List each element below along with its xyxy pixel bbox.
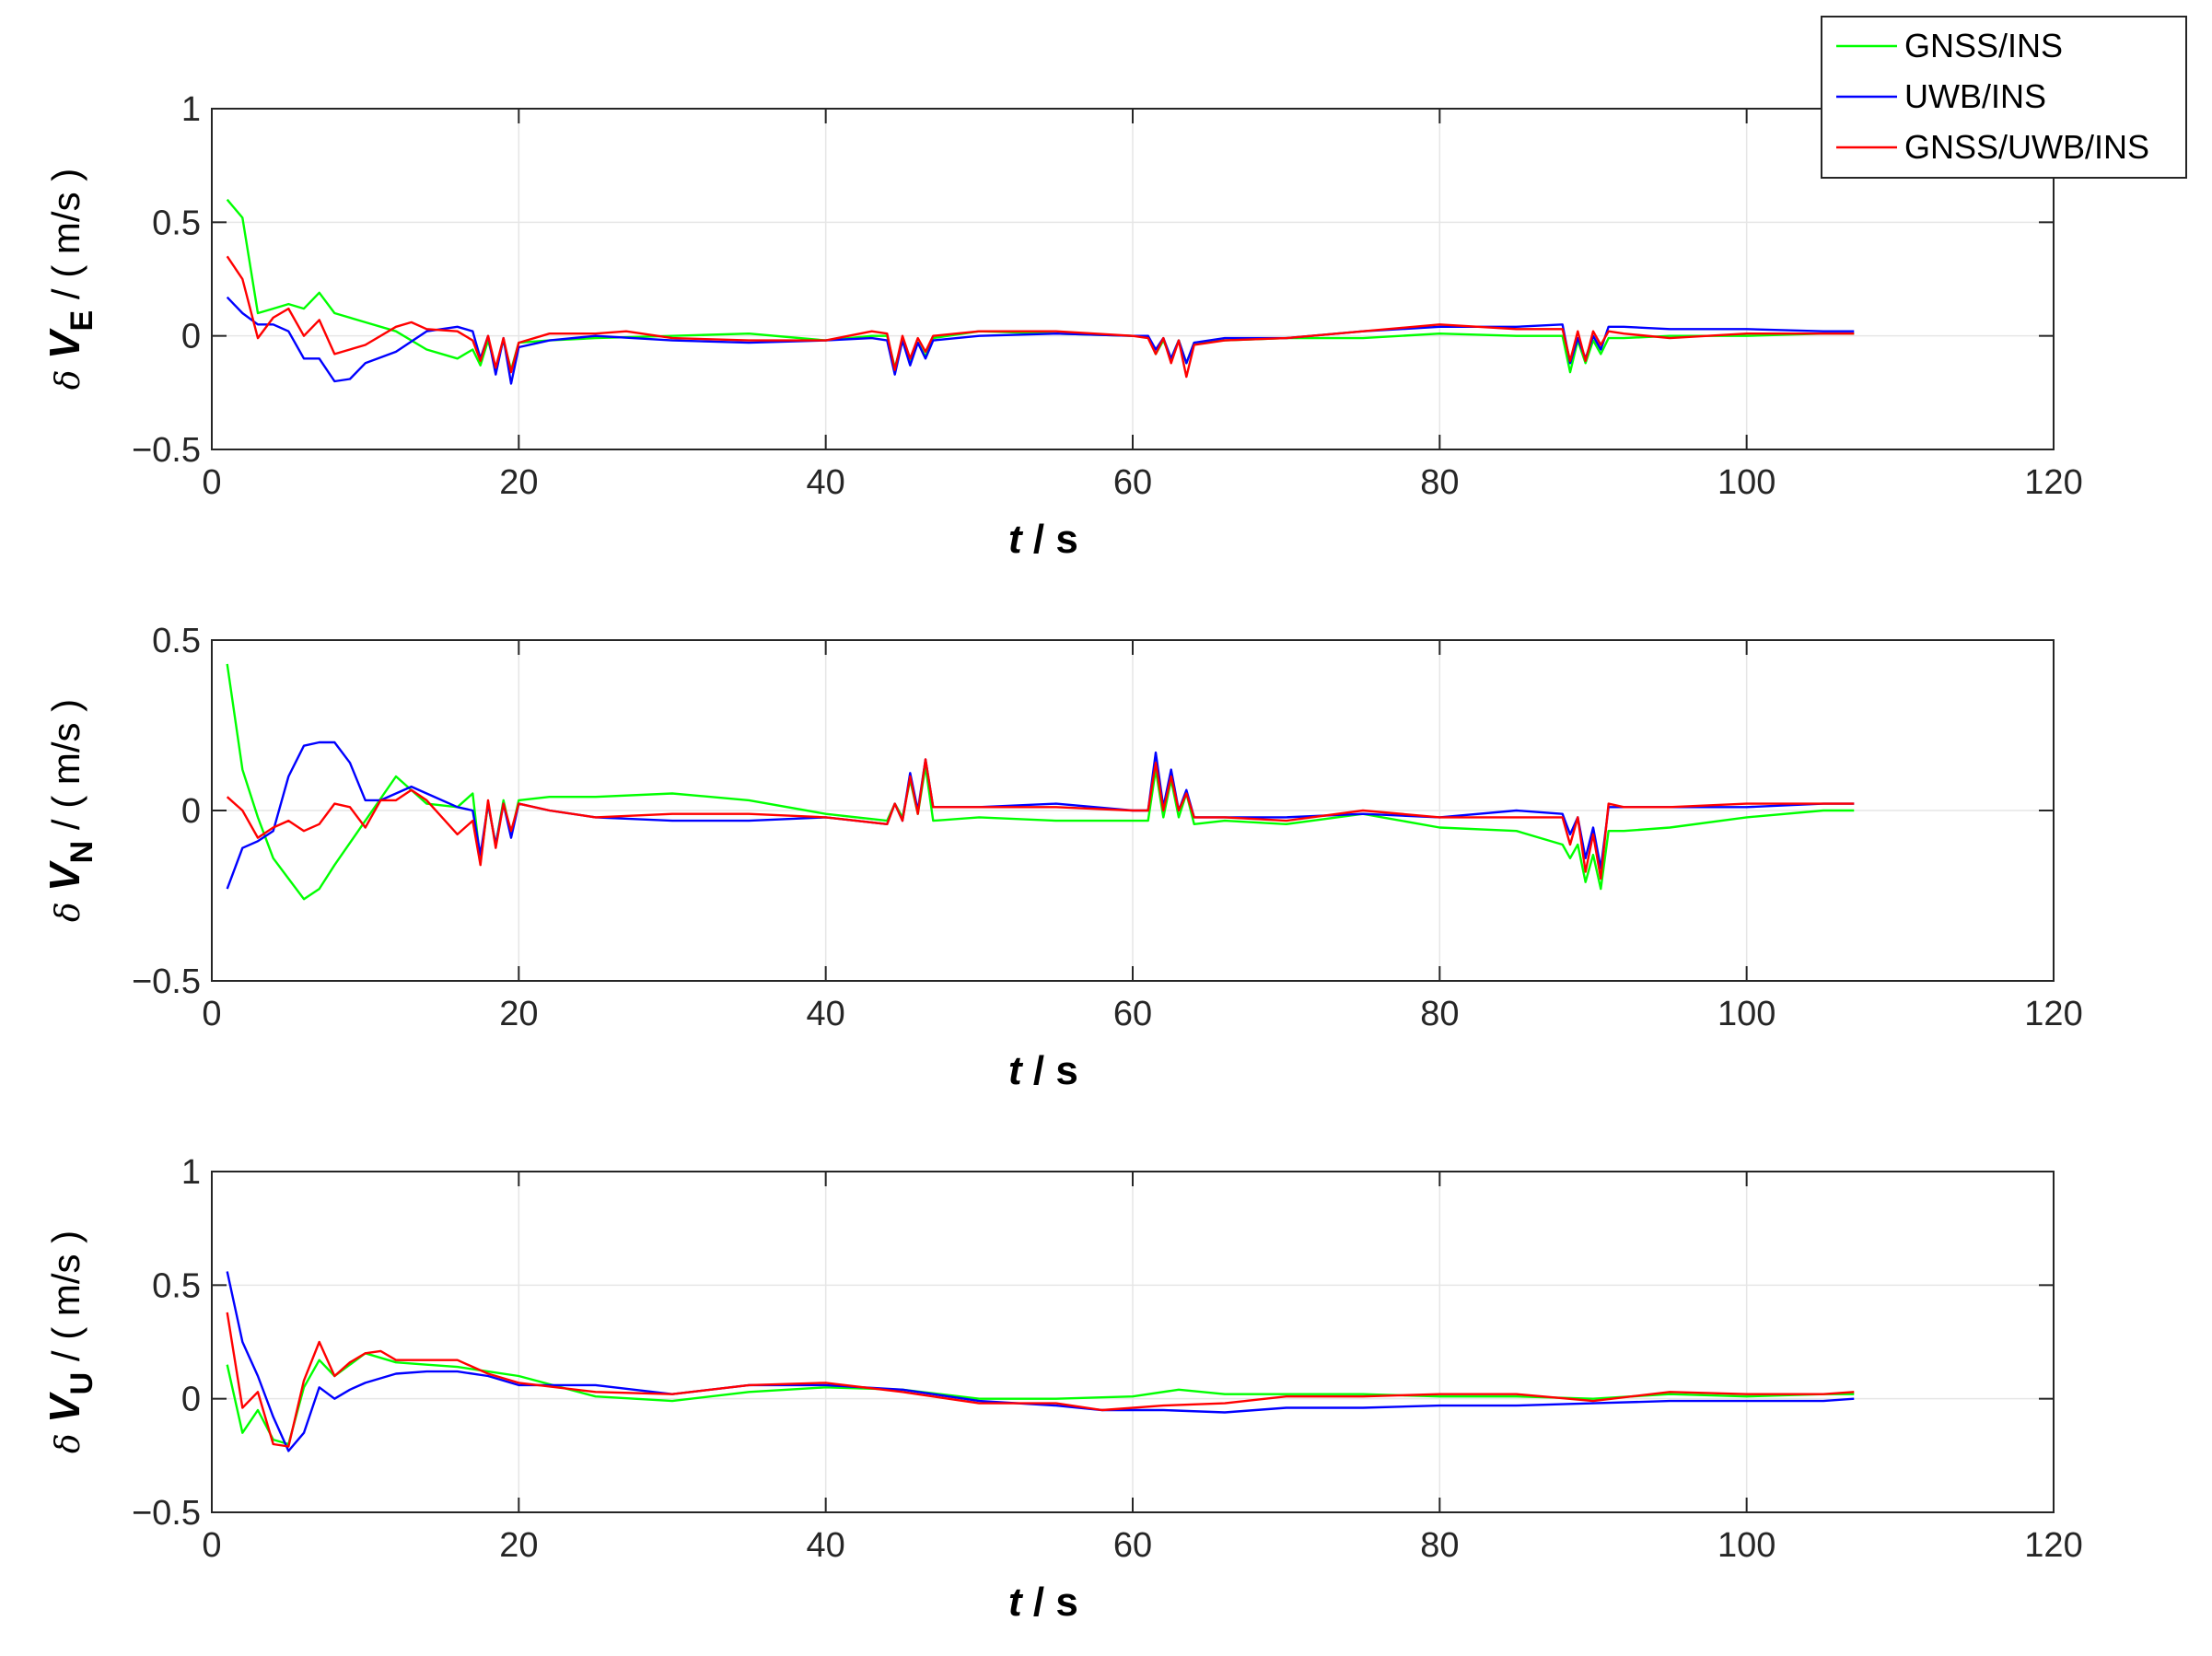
- panel-ve: 0 20 40 60 80 100 120−0.500.51t / sδ VE / ( m/…: [41, 90, 2083, 562]
- y-tick-label: 0: [181, 318, 201, 356]
- x-tick-label: 100: [1717, 463, 1775, 502]
- series-line-gnss-uwb-ins: [226, 1312, 1855, 1448]
- x-axis-label-var: t: [1008, 1048, 1024, 1093]
- x-axis-label: t / s: [1008, 517, 1078, 562]
- y-tick-label: 0: [181, 792, 201, 831]
- panel-vn: 0 20 40 60 80 100 120−0.500.5t / sδ VN / ( m/s…: [41, 622, 2083, 1093]
- y-axis-label-sub: E: [64, 310, 99, 332]
- x-tick-label: 60: [1113, 1526, 1152, 1565]
- y-tick-label: 0.5: [152, 1266, 201, 1305]
- x-axis-label-unit: / s: [1022, 1580, 1078, 1625]
- x-axis-label-unit: / s: [1022, 517, 1078, 562]
- x-axis-label: t / s: [1008, 1048, 1078, 1093]
- x-tick-label: 120: [2024, 463, 2082, 502]
- x-tick-label: 60: [1113, 463, 1152, 502]
- x-tick-label: 80: [1420, 1526, 1459, 1565]
- x-axis-label-var: t: [1008, 1580, 1024, 1625]
- y-axis-label-var: V: [41, 860, 88, 892]
- y-axis-label-unit: / ( m/s ): [44, 169, 87, 310]
- x-tick-label: 0: [202, 1526, 221, 1565]
- x-tick-label: 120: [2024, 995, 2082, 1033]
- x-tick-label: 80: [1420, 463, 1459, 502]
- y-axis-label-sub: U: [64, 1372, 99, 1395]
- y-tick-label: −0.5: [132, 431, 201, 470]
- y-axis-label: δ VN / ( m/s ): [41, 699, 99, 922]
- y-axis-label-var: V: [41, 328, 88, 359]
- x-tick-label: 60: [1113, 995, 1152, 1033]
- y-axis-label-var: V: [41, 1392, 88, 1423]
- x-tick-label: 40: [807, 995, 845, 1033]
- series-line-gnss-uwb-ins: [226, 255, 1855, 379]
- y-tick-label: −0.5: [132, 962, 201, 1001]
- y-axis-label-unit: / ( m/s ): [44, 699, 87, 841]
- x-tick-label: 40: [807, 1526, 845, 1565]
- series-line-gnss-ins: [226, 1352, 1855, 1446]
- x-tick-label: 0: [202, 463, 221, 502]
- x-tick-label: 0: [202, 995, 221, 1033]
- x-tick-label: 80: [1420, 995, 1459, 1033]
- legend-label-uwb-ins: UWB/INS: [1904, 77, 2046, 115]
- y-axis-label: δ VU / ( m/s ): [41, 1230, 99, 1453]
- y-axis-label-prefix: δ: [50, 359, 87, 390]
- x-tick-label: 20: [499, 463, 538, 502]
- x-axis-label-unit: / s: [1022, 1048, 1078, 1093]
- x-tick-label: 120: [2024, 1526, 2082, 1565]
- x-axis-label-var: t: [1008, 517, 1024, 562]
- x-tick-label: 40: [807, 463, 845, 502]
- y-tick-label: 0.5: [152, 204, 201, 242]
- legend[interactable]: GNSS/INS UWB/INS GNSS/UWB/INS: [1821, 16, 2187, 179]
- x-tick-label: 100: [1717, 995, 1775, 1033]
- y-axis-label-sub: N: [64, 841, 99, 864]
- panel-vu: 0 20 40 60 80 100 120−0.500.51t / sδ VU / ( m/…: [41, 1153, 2083, 1625]
- y-axis-label: δ VE / ( m/s ): [41, 169, 99, 390]
- x-tick-label: 20: [499, 995, 538, 1033]
- y-tick-label: 1: [181, 90, 201, 129]
- y-axis-label-prefix: δ: [50, 892, 87, 922]
- series-line-gnss-uwb-ins: [226, 758, 1855, 880]
- panels: 0 20 40 60 80 100 120−0.500.51t / sδ VE / ( m/…: [41, 90, 2083, 1625]
- y-tick-label: 0: [181, 1381, 201, 1419]
- x-tick-label: 100: [1717, 1526, 1775, 1565]
- legend-label-gnss-ins: GNSS/INS: [1904, 27, 2063, 64]
- y-axis-label-unit: / ( m/s ): [44, 1230, 87, 1372]
- y-tick-label: 1: [181, 1153, 201, 1192]
- y-tick-label: 0.5: [152, 622, 201, 660]
- x-tick-label: 20: [499, 1526, 538, 1565]
- y-axis-label-prefix: δ: [50, 1423, 87, 1453]
- x-axis-label: t / s: [1008, 1580, 1078, 1625]
- y-tick-label: −0.5: [132, 1494, 201, 1533]
- legend-label-gnss-uwb-ins: GNSS/UWB/INS: [1904, 128, 2149, 166]
